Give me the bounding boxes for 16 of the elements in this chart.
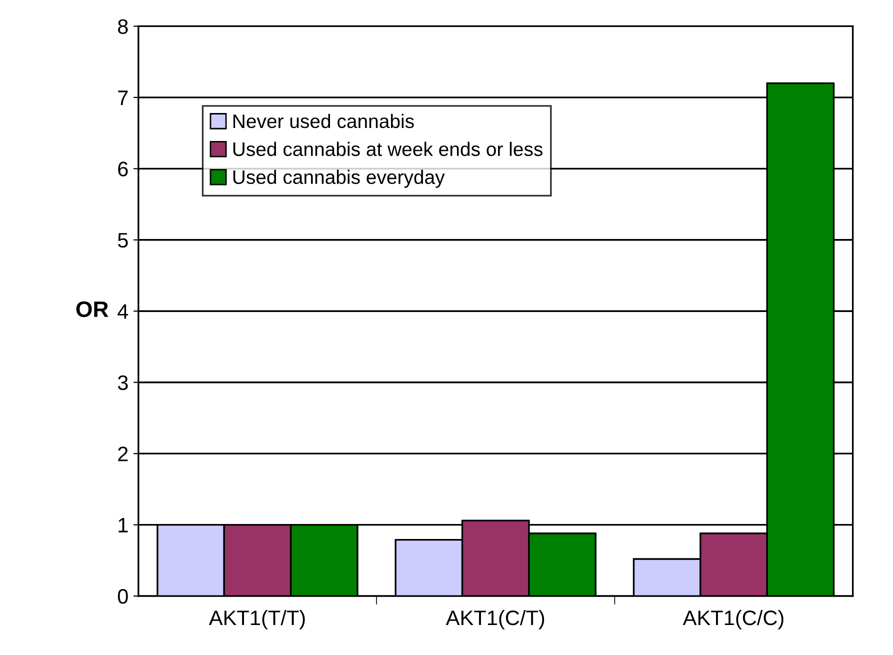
y-tick-label: 2: [118, 446, 128, 462]
y-tick-label: 8: [118, 19, 128, 34]
legend-label: Used cannabis at week ends or less: [233, 142, 542, 156]
y-tick-label: 1: [118, 518, 128, 532]
x-tick-label: AKT1(T/T): [208, 610, 305, 630]
y-tick-label: 5: [118, 233, 128, 248]
legend-label: Used cannabis everyday: [233, 170, 445, 188]
x-tick-label: AKT1(C/T): [446, 610, 544, 630]
y-tick-label: 3: [118, 375, 128, 390]
y-axis-title: OR: [76, 301, 108, 318]
y-tick-label: 7: [118, 90, 128, 105]
y-tick-label: 4: [118, 304, 128, 319]
x-tick-label: AKT1(C/C): [682, 610, 784, 630]
y-tick-label: 6: [118, 162, 128, 176]
legend-label: Never used cannabis: [233, 114, 414, 128]
y-tick-label: 0: [118, 589, 128, 604]
